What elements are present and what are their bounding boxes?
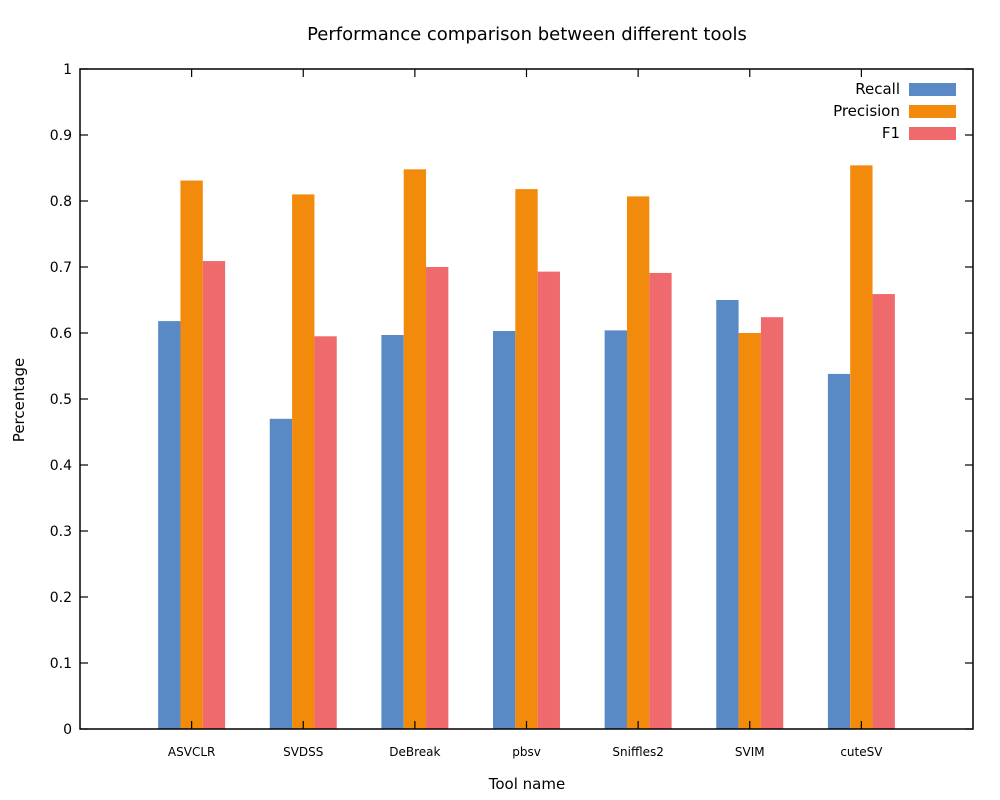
plot-area: 0 0.1 0.2 0.3 0.4 0.5 0.6 0.7 0.8 0.9 1 ASVCLR SVDSS… — [50, 62, 974, 759]
y-axis-label: Percentage — [10, 358, 28, 442]
legend-label-f1: F1 — [882, 124, 900, 142]
y-tick-label: 0.4 — [50, 458, 72, 474]
x-tick-label: ASVCLR — [168, 745, 215, 759]
x-tick-label: SVDSS — [283, 745, 323, 759]
bar-f1-asvclr — [202, 261, 226, 729]
bar-recall-svdss — [269, 418, 293, 729]
y-tick-label: 0.8 — [50, 194, 72, 210]
legend-swatch-f1 — [909, 127, 956, 140]
bar-f1-debreak — [426, 267, 449, 729]
x-tick-label: Sniffles2 — [612, 745, 663, 759]
bar-recall-asvclr — [158, 321, 181, 729]
bar-recall-sniffles2 — [604, 330, 627, 729]
y-tick-label: 0 — [63, 722, 72, 738]
x-axis-label: Tool name — [488, 775, 565, 793]
y-tick-label: 0.6 — [50, 326, 72, 342]
bar-precision-pbsv — [515, 189, 538, 729]
bar-precision-debreak — [403, 169, 427, 729]
bar-precision-sniffles2 — [626, 196, 650, 729]
bar-precision-svdss — [292, 194, 315, 729]
bar-recall-debreak — [381, 334, 404, 729]
y-tick-label: 0.2 — [50, 590, 72, 606]
bar-recall-pbsv — [493, 331, 516, 729]
x-tick-label: cuteSV — [840, 745, 883, 759]
bar-f1-sniffles2 — [649, 272, 672, 729]
y-tick-label: 0.1 — [50, 656, 72, 672]
bar-f1-svim — [760, 317, 784, 729]
bar-f1-cutesv — [872, 294, 895, 729]
bar-precision-asvclr — [180, 180, 203, 730]
bar-precision-cutesv — [850, 165, 873, 730]
chart-title: Performance comparison between different… — [307, 24, 747, 45]
y-tick-label: 0.9 — [50, 128, 72, 144]
legend-swatch-recall — [909, 83, 956, 96]
y-tick-label: 0.7 — [50, 260, 72, 276]
y-tick-label: 0.3 — [50, 524, 72, 540]
bar-recall-cutesv — [827, 373, 851, 729]
x-tick-label: DeBreak — [389, 745, 440, 759]
legend-label-precision: Precision — [833, 102, 900, 120]
x-tick-label: SVIM — [735, 745, 765, 759]
y-tick-label: 1 — [63, 62, 72, 78]
legend-swatch-precision — [909, 105, 956, 118]
legend-label-recall: Recall — [855, 80, 900, 98]
x-tick-label: pbsv — [512, 745, 541, 759]
bar-precision-svim — [738, 333, 761, 729]
bar-f1-pbsv — [537, 271, 560, 729]
bar-f1-svdss — [314, 336, 337, 729]
y-tick-label: 0.5 — [50, 392, 72, 408]
bar-recall-svim — [716, 300, 739, 729]
